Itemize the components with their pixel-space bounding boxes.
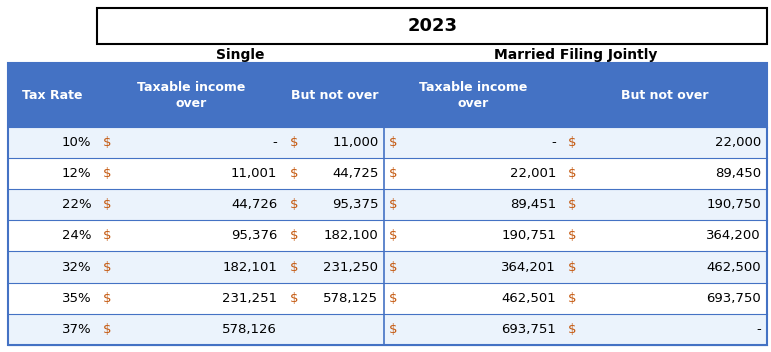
Bar (8, 158, 767, 189)
Text: $: $ (290, 136, 298, 149)
Text: 11,000: 11,000 (332, 136, 379, 149)
Text: 231,251: 231,251 (222, 292, 278, 305)
Text: 37%: 37% (62, 323, 91, 336)
Text: $: $ (103, 260, 111, 274)
Text: But not over: But not over (621, 89, 709, 101)
Text: $: $ (567, 136, 576, 149)
Text: 578,126: 578,126 (223, 323, 278, 336)
Text: 44,725: 44,725 (332, 167, 379, 180)
Text: $: $ (103, 323, 111, 336)
Text: $: $ (290, 260, 298, 274)
Text: 22,000: 22,000 (715, 136, 761, 149)
Text: $: $ (103, 198, 111, 211)
Text: $: $ (567, 198, 576, 211)
Text: 24%: 24% (62, 230, 91, 242)
Bar (8, 314, 767, 345)
Text: Tax Rate: Tax Rate (22, 89, 82, 101)
Text: 364,201: 364,201 (501, 260, 556, 274)
Text: $: $ (567, 167, 576, 180)
Bar (8, 63, 767, 345)
Text: 693,750: 693,750 (706, 292, 761, 305)
Bar (8, 283, 767, 314)
Text: 10%: 10% (62, 136, 91, 149)
Text: $: $ (389, 167, 397, 180)
Text: 22,001: 22,001 (510, 167, 556, 180)
Bar (8, 63, 767, 127)
Text: 44,726: 44,726 (231, 198, 278, 211)
Text: -: - (273, 136, 278, 149)
Text: 190,750: 190,750 (706, 198, 761, 211)
Text: $: $ (567, 323, 576, 336)
Text: 462,501: 462,501 (501, 292, 556, 305)
Text: Taxable income
over: Taxable income over (419, 81, 527, 109)
Text: $: $ (567, 292, 576, 305)
Bar (8, 220, 767, 251)
Text: $: $ (389, 136, 397, 149)
Text: 182,101: 182,101 (223, 260, 278, 274)
Text: $: $ (290, 230, 298, 242)
Text: 89,450: 89,450 (715, 167, 761, 180)
Text: $: $ (567, 230, 576, 242)
Text: -: - (756, 323, 761, 336)
Text: Single: Single (216, 48, 264, 62)
Text: 693,751: 693,751 (501, 323, 556, 336)
Text: $: $ (389, 230, 397, 242)
Text: 12%: 12% (62, 167, 91, 180)
Text: 35%: 35% (62, 292, 91, 305)
Text: $: $ (290, 198, 298, 211)
Text: 11,001: 11,001 (231, 167, 278, 180)
Bar (8, 127, 767, 158)
Text: $: $ (389, 292, 397, 305)
Text: But not over: But not over (291, 89, 378, 101)
Text: 95,376: 95,376 (231, 230, 278, 242)
Text: $: $ (290, 167, 298, 180)
Text: $: $ (103, 136, 111, 149)
Text: 182,100: 182,100 (324, 230, 379, 242)
Text: 32%: 32% (62, 260, 91, 274)
Text: 364,200: 364,200 (706, 230, 761, 242)
Text: 462,500: 462,500 (706, 260, 761, 274)
Text: -: - (551, 136, 556, 149)
Text: $: $ (567, 260, 576, 274)
Text: 22%: 22% (62, 198, 91, 211)
Text: Married Filing Jointly: Married Filing Jointly (493, 48, 657, 62)
Text: 190,751: 190,751 (501, 230, 556, 242)
Text: $: $ (389, 323, 397, 336)
Text: Taxable income
over: Taxable income over (137, 81, 245, 109)
Text: 89,451: 89,451 (510, 198, 556, 211)
Text: 231,250: 231,250 (323, 260, 379, 274)
Text: $: $ (290, 292, 298, 305)
Text: $: $ (389, 198, 397, 211)
Text: 2023: 2023 (407, 17, 457, 36)
Text: $: $ (103, 230, 111, 242)
Bar (97, 8, 767, 44)
Text: $: $ (103, 292, 111, 305)
Text: 95,375: 95,375 (332, 198, 379, 211)
Bar (8, 189, 767, 220)
Bar (8, 251, 767, 283)
Text: $: $ (389, 260, 397, 274)
Text: 578,125: 578,125 (323, 292, 379, 305)
Text: $: $ (103, 167, 111, 180)
